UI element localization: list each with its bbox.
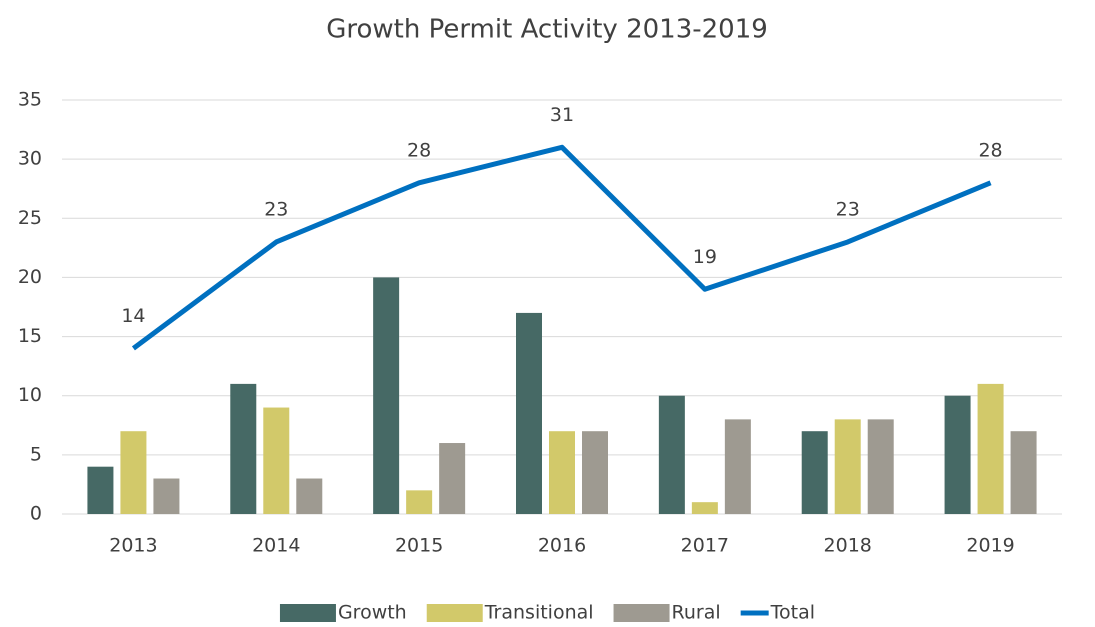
chart-title: Growth Permit Activity 2013-2019: [326, 15, 768, 45]
x-tick-label: 2015: [395, 535, 443, 557]
x-tick-label: 2018: [824, 535, 872, 557]
bar: [724, 419, 751, 514]
bar: [373, 277, 400, 514]
y-tick-label: 10: [18, 384, 42, 406]
bar: [691, 502, 718, 514]
x-tick-label: 2016: [538, 535, 586, 557]
data-label: 19: [693, 246, 717, 268]
bar: [296, 478, 323, 514]
y-tick-label: 25: [18, 207, 42, 229]
bar: [582, 431, 608, 514]
data-label: 28: [407, 139, 431, 161]
data-label: 28: [978, 139, 1002, 161]
data-label: 23: [264, 198, 288, 220]
x-tick-label: 2019: [966, 535, 1014, 557]
y-tick-label: 0: [30, 503, 42, 525]
bar: [516, 312, 542, 514]
bar: [1010, 431, 1037, 514]
legend-label: Transitional: [484, 602, 594, 624]
y-tick-label: 15: [18, 325, 42, 347]
y-tick-label: 5: [30, 443, 42, 465]
bar: [406, 490, 433, 514]
x-tick-label: 2014: [252, 535, 300, 557]
legend-label: Total: [770, 602, 815, 624]
bar: [549, 431, 575, 514]
bar: [801, 431, 828, 514]
y-tick-label: 20: [18, 266, 42, 288]
x-tick-label: 2017: [681, 535, 729, 557]
bar: [263, 407, 290, 514]
data-label: 14: [121, 305, 145, 327]
legend-swatch: [613, 604, 670, 622]
legend-label: Rural: [672, 602, 721, 624]
legend-swatch: [279, 604, 336, 622]
line: [131, 144, 992, 351]
legend-swatch: [426, 604, 483, 622]
bar: [944, 395, 971, 514]
y-tick-label: 30: [18, 148, 42, 170]
bar: [439, 443, 466, 514]
bar: [977, 383, 1004, 514]
bar: [87, 466, 114, 514]
bar: [153, 478, 180, 514]
legend-label: Growth: [338, 602, 407, 624]
bar: [867, 419, 894, 514]
x-tick-label: 2013: [109, 535, 157, 557]
bar: [834, 419, 861, 514]
bar: [120, 431, 147, 514]
bar: [230, 383, 257, 514]
data-label: 31: [550, 104, 574, 126]
bar: [658, 395, 685, 514]
data-label: 23: [836, 198, 860, 220]
y-tick-label: 35: [18, 89, 42, 111]
